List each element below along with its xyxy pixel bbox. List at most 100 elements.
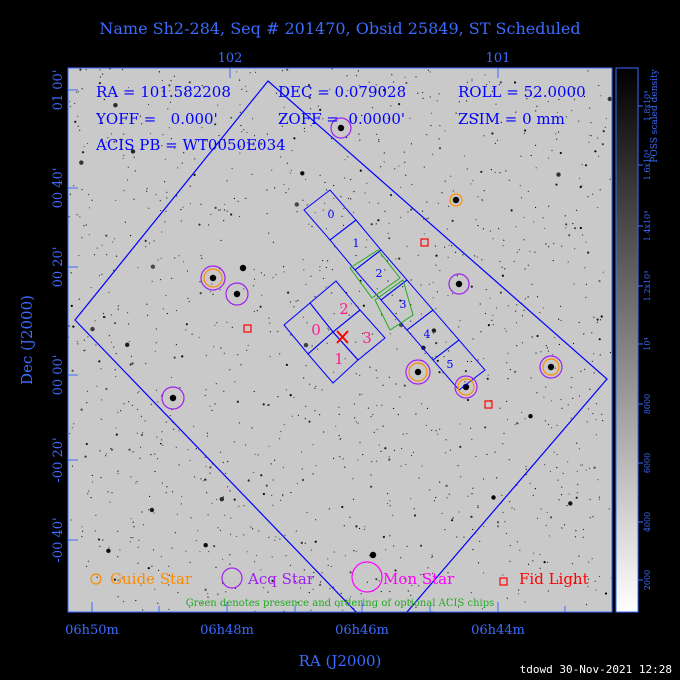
star bbox=[287, 291, 290, 294]
star bbox=[84, 455, 87, 458]
star bbox=[167, 108, 169, 110]
star bbox=[436, 359, 439, 362]
star bbox=[507, 305, 509, 307]
star bbox=[88, 207, 90, 209]
star bbox=[338, 606, 340, 608]
star bbox=[322, 209, 324, 211]
star bbox=[175, 344, 177, 346]
star bbox=[135, 482, 137, 484]
info-dec: DEC = 0.079028 bbox=[278, 83, 406, 101]
star bbox=[254, 561, 256, 563]
star bbox=[451, 219, 454, 222]
star bbox=[69, 101, 71, 103]
star bbox=[591, 360, 594, 362]
star bbox=[382, 384, 384, 386]
star bbox=[471, 438, 473, 441]
star bbox=[134, 170, 136, 172]
star bbox=[483, 478, 485, 480]
star bbox=[568, 93, 571, 95]
star bbox=[141, 432, 144, 434]
star bbox=[589, 107, 591, 109]
star bbox=[421, 210, 424, 212]
star bbox=[246, 551, 248, 553]
star bbox=[445, 439, 447, 441]
star bbox=[557, 479, 559, 481]
star bbox=[358, 527, 361, 530]
star bbox=[435, 355, 437, 357]
star bbox=[272, 277, 274, 279]
star bbox=[310, 125, 312, 127]
star bbox=[393, 545, 395, 547]
star bbox=[71, 427, 73, 429]
star bbox=[204, 456, 206, 458]
star bbox=[525, 468, 527, 470]
left-tick-label: 01 00' bbox=[51, 70, 66, 111]
star bbox=[559, 305, 562, 307]
star bbox=[333, 457, 335, 459]
star bbox=[598, 498, 601, 500]
star bbox=[359, 374, 361, 376]
star bbox=[182, 206, 184, 208]
star bbox=[486, 84, 488, 86]
star bbox=[253, 135, 256, 137]
star bbox=[535, 352, 537, 354]
star bbox=[464, 370, 467, 373]
star bbox=[328, 508, 330, 510]
star bbox=[171, 547, 173, 549]
star bbox=[369, 366, 371, 368]
star bbox=[421, 403, 423, 405]
star bbox=[272, 479, 274, 481]
star bbox=[187, 297, 189, 299]
star bbox=[160, 257, 162, 259]
star bbox=[455, 112, 457, 114]
star bbox=[290, 491, 292, 494]
star bbox=[205, 354, 207, 357]
star bbox=[423, 233, 425, 235]
star bbox=[552, 260, 554, 262]
star bbox=[88, 234, 90, 236]
star bbox=[214, 123, 217, 126]
star bbox=[521, 342, 524, 344]
star bbox=[120, 410, 122, 412]
star bbox=[544, 227, 546, 229]
bright-star bbox=[452, 196, 460, 204]
star bbox=[376, 404, 378, 407]
star bbox=[441, 512, 443, 514]
star bbox=[183, 152, 185, 154]
star bbox=[535, 110, 537, 112]
star bbox=[178, 255, 180, 257]
star bbox=[137, 392, 139, 394]
star bbox=[312, 444, 314, 446]
star bbox=[313, 571, 315, 574]
star bbox=[589, 134, 591, 136]
star bbox=[590, 135, 593, 137]
star bbox=[209, 472, 211, 474]
star bbox=[279, 438, 281, 440]
star bbox=[547, 100, 549, 103]
star bbox=[389, 193, 393, 197]
star bbox=[498, 84, 500, 86]
star bbox=[181, 495, 183, 497]
star bbox=[371, 107, 374, 109]
star bbox=[271, 556, 273, 558]
star bbox=[249, 72, 251, 74]
star bbox=[378, 138, 380, 141]
star bbox=[147, 103, 150, 106]
star bbox=[533, 96, 535, 98]
star bbox=[170, 80, 172, 82]
top-tick-label: 101 bbox=[486, 51, 511, 66]
star bbox=[498, 228, 500, 230]
star bbox=[115, 375, 117, 378]
star bbox=[315, 385, 317, 387]
star bbox=[516, 345, 518, 347]
star bbox=[420, 544, 423, 547]
star bbox=[593, 316, 595, 318]
star bbox=[505, 532, 507, 535]
star bbox=[362, 454, 364, 456]
star bbox=[108, 291, 110, 293]
star bbox=[545, 524, 547, 527]
star bbox=[300, 451, 303, 453]
star bbox=[128, 401, 130, 403]
star bbox=[295, 530, 297, 532]
